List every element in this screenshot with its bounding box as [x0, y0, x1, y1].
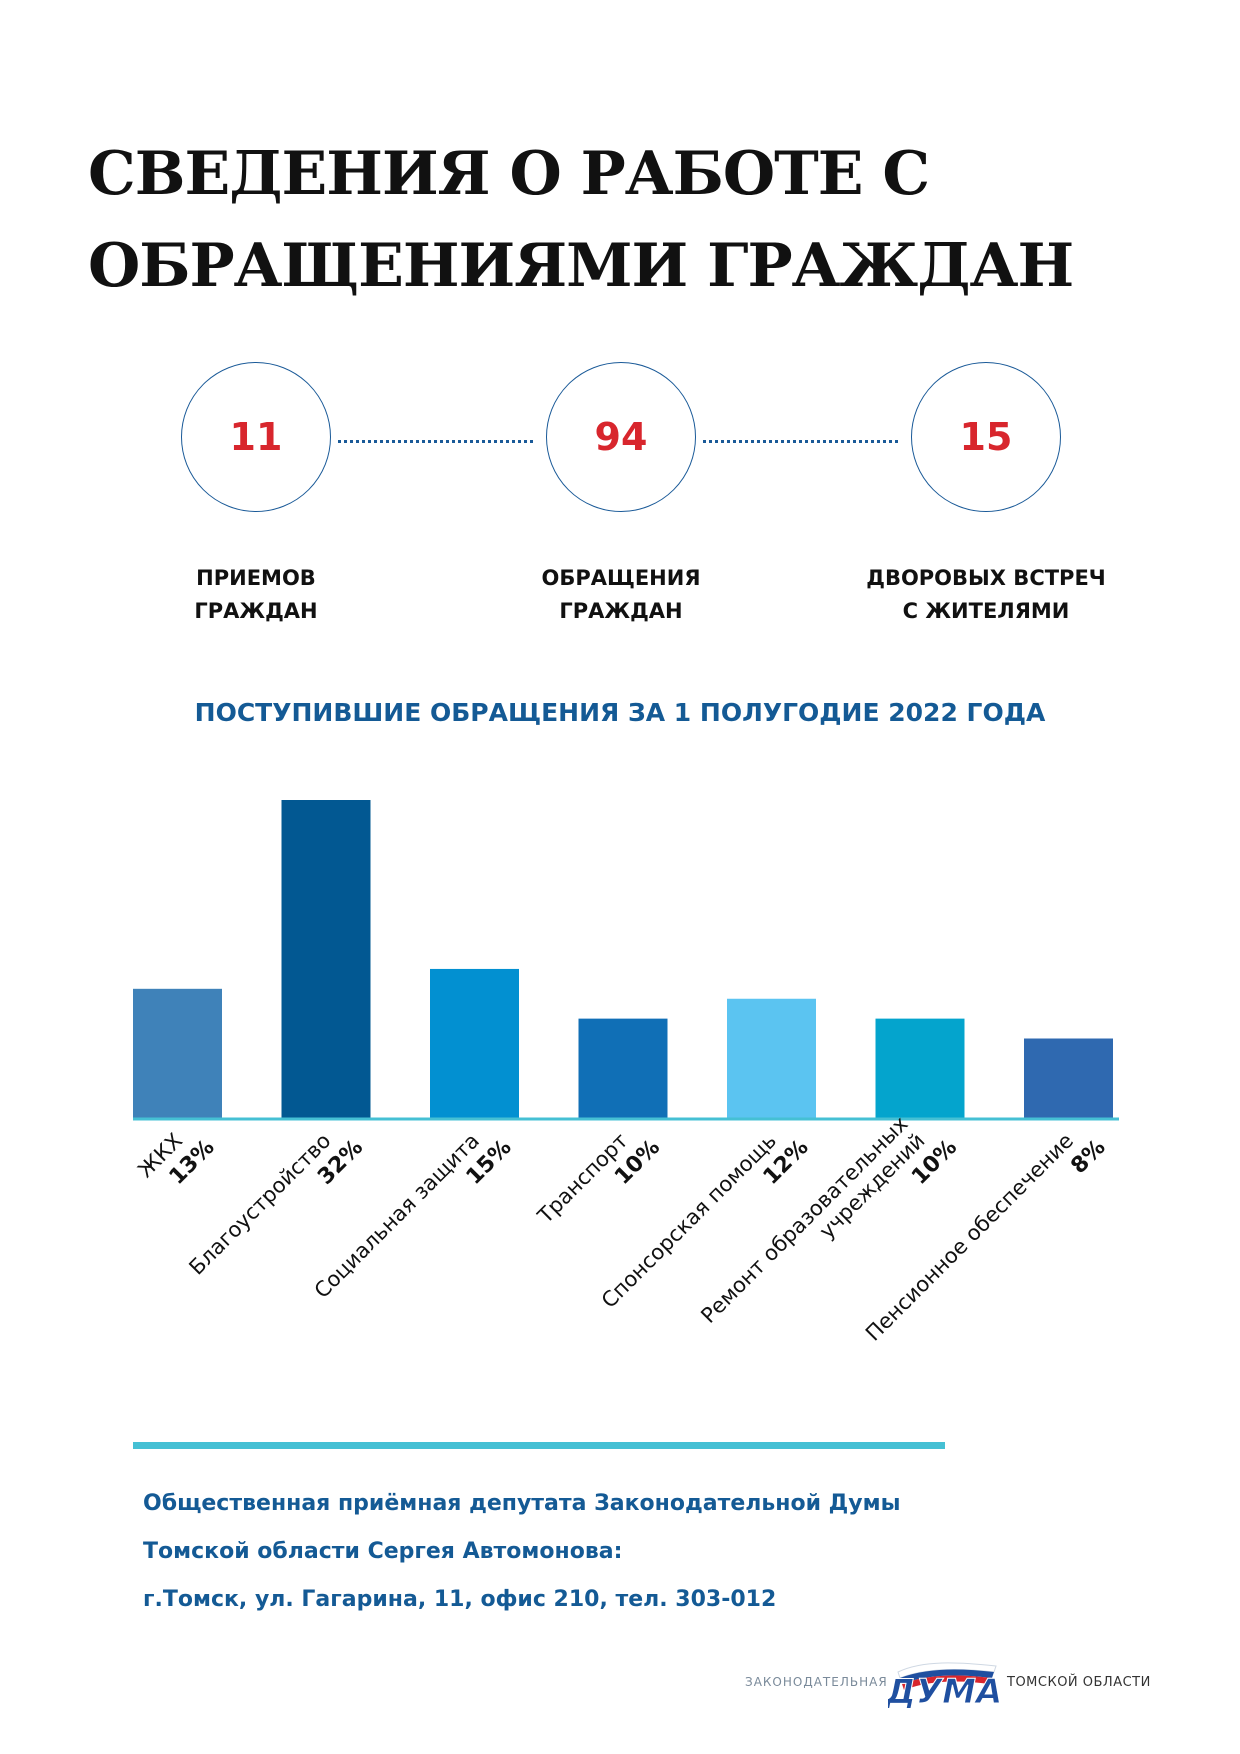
- footer-line-1: Общественная приёмная депутата Законодат…: [143, 1491, 901, 1516]
- page-title-line-1: СВЕДЕНИЯ О РАБОТЕ С: [88, 139, 930, 209]
- footer-line-2: Томской области Сергея Автомонова:: [143, 1528, 901, 1576]
- chart-title: ПОСТУПИВШИЕ ОБРАЩЕНИЯ ЗА 1 ПОЛУГОДИЕ 202…: [194, 698, 1046, 727]
- stat-label-receptions-line-1: ПРИЕМОВ: [196, 566, 316, 590]
- footer-contact: Общественная приёмная депутата Законодат…: [143, 1480, 901, 1624]
- stat-value-meetings: 15: [959, 415, 1013, 459]
- stat-label-receptions-line-2: ГРАЖДАН: [194, 599, 318, 623]
- duma-logo: ЗАКОНОДАТЕЛЬНАЯ ДУМА ТОМСКОЙ ОБЛАСТИ: [745, 1658, 1165, 1708]
- footer-line-2-suffix: :: [613, 1539, 623, 1564]
- stat-label-meetings: ДВОРОВЫХ ВСТРЕЧ С ЖИТЕЛЯМИ: [836, 562, 1136, 628]
- stat-label-meetings-line-1: ДВОРОВЫХ ВСТРЕЧ: [866, 566, 1106, 590]
- stat-label-appeals-line-2: ГРАЖДАН: [559, 599, 683, 623]
- bar-5: [875, 1018, 965, 1118]
- bar-4: [727, 998, 816, 1118]
- stat-label-appeals-line-1: ОБРАЩЕНИЯ: [541, 566, 701, 590]
- logo-prefix: ЗАКОНОДАТЕЛЬНАЯ: [745, 1675, 888, 1689]
- stat-label-receptions: ПРИЕМОВ ГРАЖДАН: [106, 562, 406, 628]
- dotted-connector-2: [703, 440, 898, 443]
- stat-circle-meetings: 15: [911, 362, 1061, 512]
- footer-line-3: г.Томск, ул. Гагарина, 11, офис 210, тел…: [143, 1587, 777, 1612]
- stat-label-appeals: ОБРАЩЕНИЯ ГРАЖДАН: [471, 562, 771, 628]
- footer-line-2-prefix: Томской области: [143, 1539, 368, 1564]
- bar-1: [281, 800, 371, 1118]
- page-title-line-2: ОБРАЩЕНИЯМИ ГРАЖДАН: [88, 231, 1074, 301]
- duma-flag-icon: ДУМА: [888, 1662, 1003, 1708]
- bar-0: [133, 988, 222, 1118]
- bar-3: [578, 1018, 668, 1118]
- footer-divider: [133, 1442, 945, 1449]
- bar-6: [1024, 1038, 1113, 1118]
- deputy-name: Сергея Автомонова: [367, 1539, 614, 1564]
- logo-suffix: ТОМСКОЙ ОБЛАСТИ: [1007, 1675, 1151, 1690]
- stat-value-appeals: 94: [594, 415, 648, 459]
- stat-circle-receptions: 11: [181, 362, 331, 512]
- stats-row: 11 94 15 ПРИЕМОВ ГРАЖДАН ОБРАЩЕНИЯ ГРАЖД…: [0, 0, 1240, 640]
- stat-label-meetings-line-2: С ЖИТЕЛЯМИ: [902, 599, 1070, 623]
- dotted-connector-1: [338, 440, 533, 443]
- logo-word: ДУМА: [888, 1672, 1002, 1708]
- bar-2: [430, 968, 519, 1118]
- page-title: СВЕДЕНИЯ О РАБОТЕ С ОБРАЩЕНИЯМИ ГРАЖДАН: [88, 128, 1188, 312]
- stat-value-receptions: 11: [229, 415, 283, 459]
- stat-circle-appeals: 94: [546, 362, 696, 512]
